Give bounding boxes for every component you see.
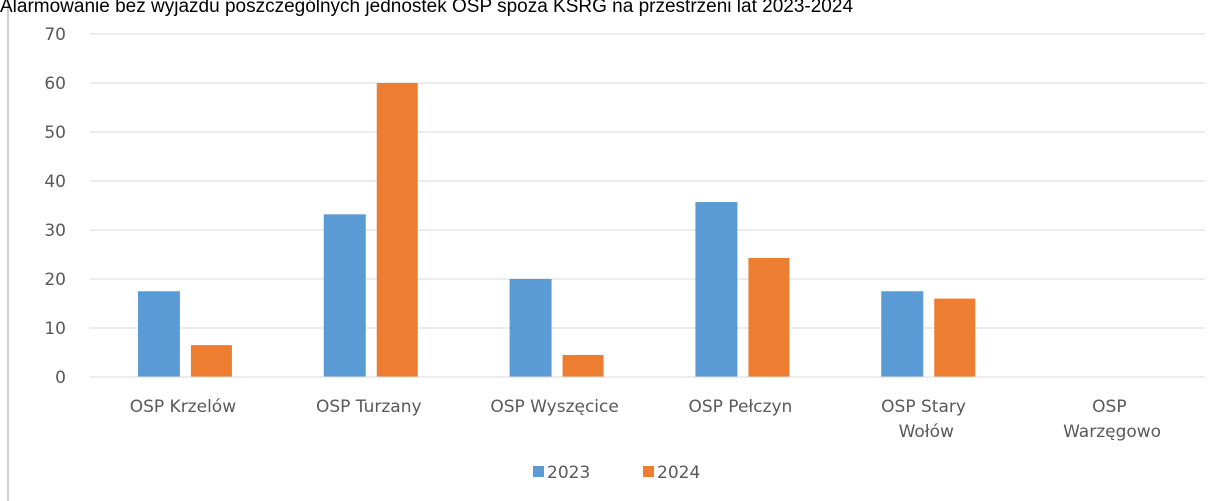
bar: [881, 291, 924, 377]
x-tick-label: OSP Krzelów: [130, 397, 236, 417]
bar: [509, 279, 552, 377]
y-tick-label: 40: [44, 172, 66, 192]
y-tick-label: 20: [44, 270, 66, 290]
y-tick-label: 50: [44, 123, 66, 143]
bar: [695, 202, 738, 377]
legend-label: 2023: [547, 463, 590, 483]
x-tick-label: OSP Warzęgowo: [1063, 397, 1161, 442]
bar: [376, 83, 418, 377]
bar: [934, 298, 976, 377]
bar: [323, 214, 366, 377]
bar: [190, 345, 232, 377]
y-tick-label: 0: [55, 368, 66, 388]
bar: [137, 291, 180, 377]
bar: [748, 257, 790, 377]
x-tick-label: OSP Pełczyn: [688, 397, 792, 417]
y-tick-label: 60: [44, 74, 66, 94]
x-tick-label: OSP Stary Wołów: [881, 397, 971, 442]
bar: [562, 354, 604, 377]
x-tick-label: OSP Turzany: [316, 397, 422, 417]
chart-title: Alarmowanie bez wyjazdu poszczególnych j…: [0, 0, 853, 17]
y-tick-label: 10: [44, 319, 66, 339]
x-tick-label: OSP Wyszęcice: [490, 397, 619, 417]
legend-label: 2024: [657, 463, 700, 483]
y-tick-label: 30: [44, 221, 66, 241]
legend-swatch: [533, 466, 544, 477]
y-tick-label: 70: [44, 25, 66, 45]
legend-swatch: [643, 466, 654, 477]
